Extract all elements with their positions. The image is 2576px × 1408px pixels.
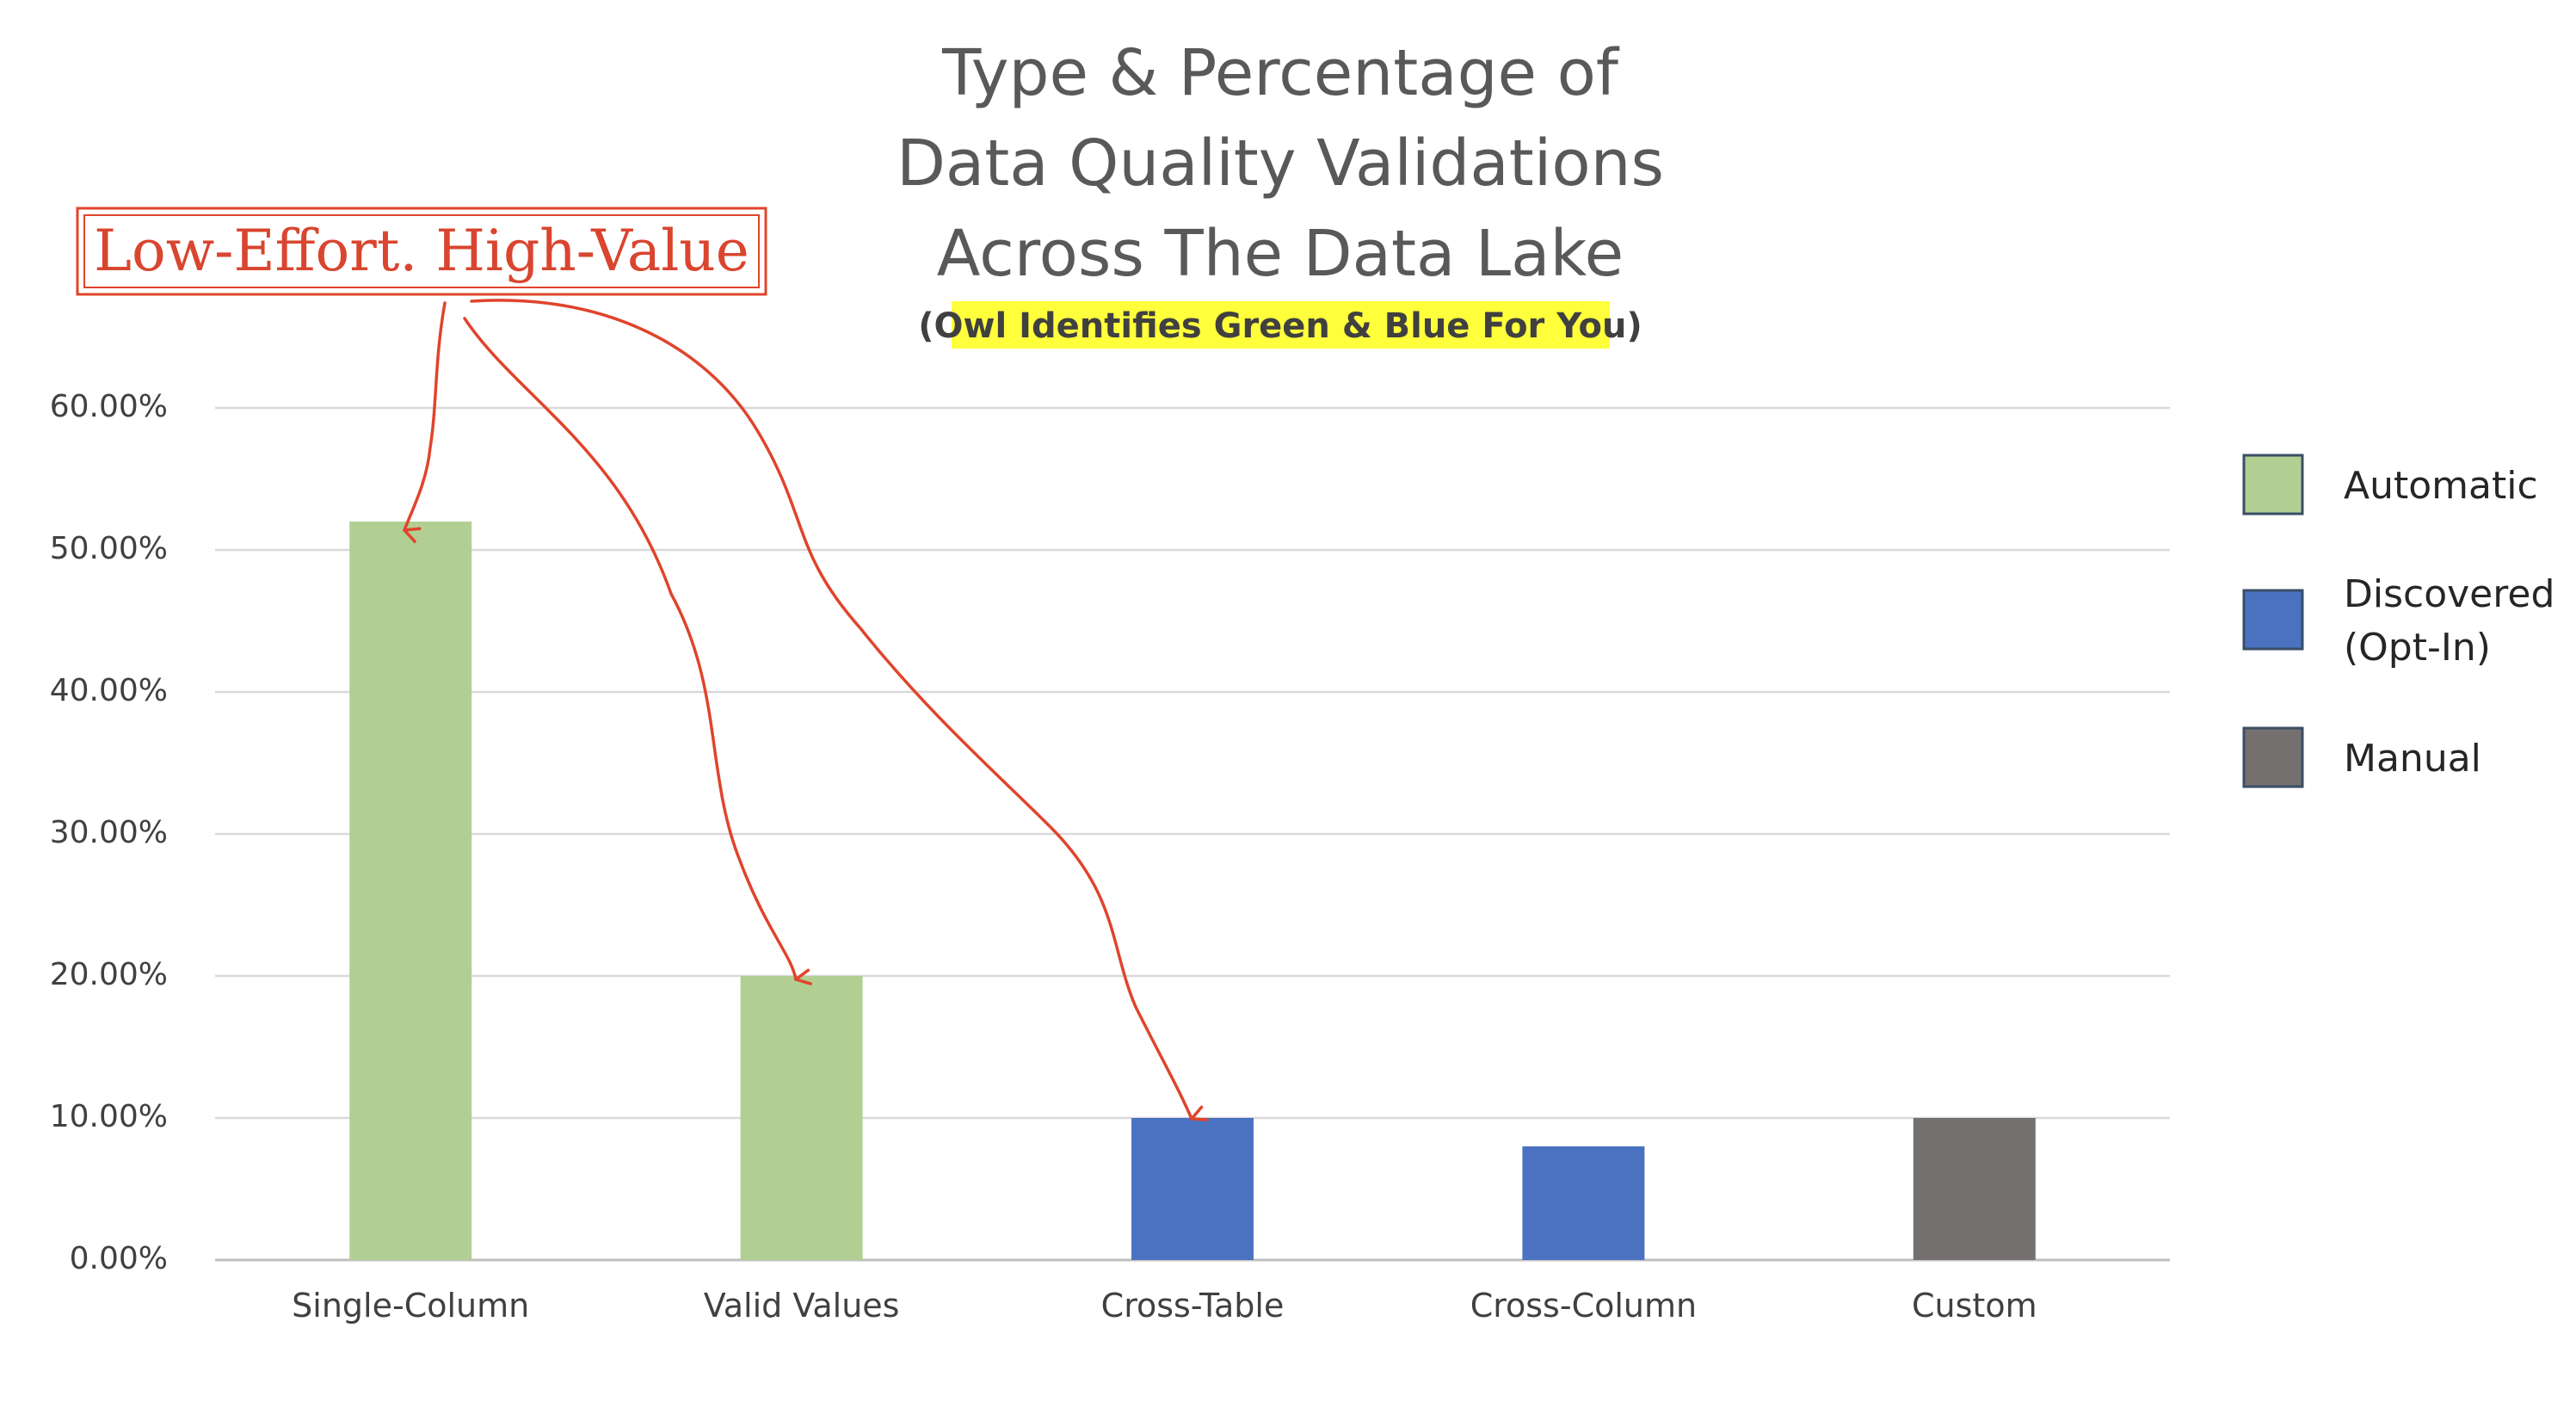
y-tick-label: 60.00%	[50, 389, 168, 424]
x-tick-label: Single-Column	[292, 1287, 529, 1325]
y-tick-label: 50.00%	[50, 531, 168, 566]
chart-title-line-3: Across The Data Lake	[937, 217, 1624, 291]
bar-cross-table	[1131, 1118, 1254, 1260]
y-tick-label: 30.00%	[50, 815, 168, 850]
callout-text: Low-Effort. High-Value	[94, 218, 749, 284]
subtitle-highlight	[952, 301, 1610, 349]
x-tick-label: Cross-Table	[1101, 1287, 1285, 1325]
x-tick-label: Custom	[1912, 1287, 2037, 1325]
y-tick-label: 10.00%	[50, 1099, 168, 1134]
legend-label: Discovered	[2344, 572, 2554, 616]
legend: Automatic Discovered (Opt-In) Manual	[2242, 454, 2554, 788]
callout-box-outer	[76, 207, 767, 296]
x-tick-label: Cross-Column	[1470, 1287, 1697, 1325]
chart-title-line-2: Data Quality Validations	[897, 127, 1664, 201]
bar-single-column	[349, 522, 472, 1260]
y-tick-label: 20.00%	[50, 957, 168, 992]
chart-title: Type & Percentage of Data Quality Valida…	[897, 36, 1664, 291]
legend-swatch	[2242, 454, 2304, 516]
x-tick-label: Valid Values	[704, 1287, 900, 1325]
chart-title-line-1: Type & Percentage of	[941, 36, 1620, 110]
legend-swatch	[2242, 589, 2304, 651]
y-axis-tick-labels: 0.00% 10.00% 20.00% 30.00% 40.00% 50.00% 60.00…	[50, 389, 168, 1276]
callout-box-inner	[83, 214, 760, 288]
legend-swatch	[2242, 726, 2304, 788]
bar-valid-values	[740, 976, 863, 1260]
bar-custom	[1913, 1118, 2036, 1260]
legend-label: Manual	[2344, 737, 2481, 781]
arrow-to-cross-table	[470, 299, 1209, 1121]
legend-label: Automatic	[2344, 464, 2538, 508]
bar-cross-column	[1522, 1146, 1645, 1260]
chart-subtitle: (Owl Identifies Green & Blue For You)	[918, 306, 1642, 346]
legend-label: (Opt-In)	[2344, 626, 2491, 670]
arrow-to-single-column	[403, 301, 447, 543]
arrow-to-valid-values	[463, 317, 812, 985]
y-tick-label: 0.00%	[70, 1241, 168, 1276]
y-tick-label: 40.00%	[50, 673, 168, 708]
x-axis-category-labels: Single-Column Valid Values Cross-Table Cros…	[292, 1287, 2037, 1325]
callout: Low-Effort. High-Value	[76, 207, 1209, 1121]
bars	[349, 522, 2036, 1260]
